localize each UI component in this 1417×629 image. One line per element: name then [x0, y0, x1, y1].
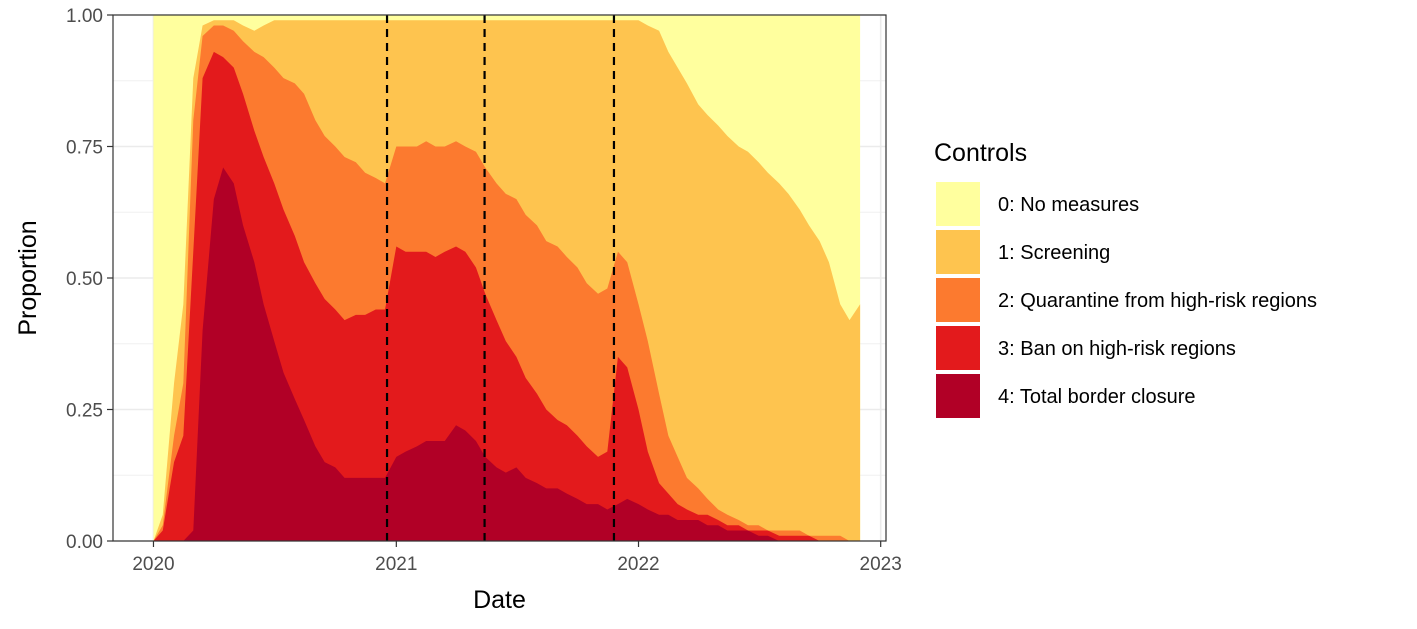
area-total-border-closure: [153, 167, 861, 542]
x-tick-label: 2020: [132, 554, 174, 575]
y-tick-label: 1.00: [66, 6, 103, 27]
legend-title: Controls: [934, 139, 1027, 167]
x-tick-label: 2023: [860, 554, 902, 575]
y-tick-labels: 0.00 0.25 0.50 0.75 1.00: [66, 6, 103, 553]
y-tick-label: 0.50: [66, 269, 103, 290]
x-axis-title: Date: [473, 586, 526, 614]
legend-label: 2: Quarantine from high-risk regions: [998, 290, 1317, 312]
y-tick-label: 0.00: [66, 532, 103, 553]
legend-label: 4: Total border closure: [998, 386, 1196, 408]
area-ban-on-high-risk-regions: [153, 51, 861, 541]
y-axis-title: Proportion: [14, 220, 42, 335]
legend-label: 3: Ban on high-risk regions: [998, 338, 1236, 360]
stacked-areas: [153, 15, 861, 542]
axis-ticks: [107, 14, 882, 547]
legend-key: [936, 326, 980, 370]
legend: Controls 0: No measures 1: Screening 2: Qu…: [934, 139, 1317, 418]
legend-items: 0: No measures 1: Screening 2: Quarantine …: [936, 182, 1317, 418]
x-tick-labels: 2020 2021 2022 2023: [132, 554, 901, 575]
legend-label: 1: Screening: [998, 242, 1110, 264]
legend-key: [936, 182, 980, 226]
legend-key: [936, 278, 980, 322]
x-tick-label: 2021: [375, 554, 417, 575]
y-tick-label: 0.25: [66, 401, 103, 422]
reference-lines: [385, 15, 616, 541]
x-tick-label: 2022: [617, 554, 659, 575]
legend-label: 0: No measures: [998, 194, 1139, 216]
legend-key: [936, 230, 980, 274]
y-tick-label: 0.75: [66, 138, 103, 159]
legend-key: [936, 374, 980, 418]
